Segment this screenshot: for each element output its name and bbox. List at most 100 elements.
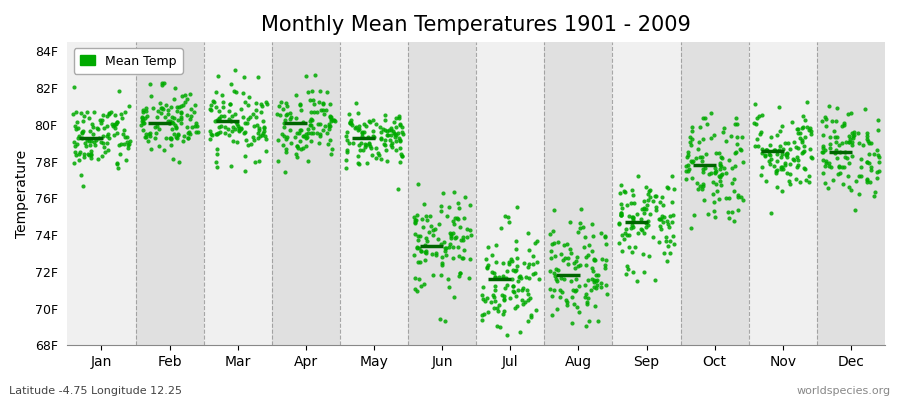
Point [446,244,460,250]
Point [327,117,341,123]
Point [150,108,165,114]
Point [543,286,557,292]
Point [380,158,394,164]
Point [100,122,114,129]
Point [294,126,309,133]
Point [829,147,843,153]
Point [505,258,519,264]
Point [278,146,293,152]
Point [618,226,633,232]
Point [715,172,729,178]
Point [110,161,124,167]
Point [704,169,718,176]
Point [509,255,524,262]
Point [508,268,523,274]
Point [661,218,675,224]
Point [654,213,669,219]
Point [687,212,701,218]
Point [229,89,243,95]
Point [412,245,427,251]
Point [306,124,320,131]
Point [659,234,673,240]
Point [311,98,326,105]
Point [218,130,232,136]
Point [579,262,593,268]
Point [634,226,649,232]
Point [587,277,601,284]
Point [696,166,710,172]
Point [834,140,849,146]
Point [719,195,733,202]
Point [181,135,195,141]
Point [854,156,868,162]
Point [845,130,859,136]
Point [826,177,841,183]
Point [231,124,246,131]
Point [160,107,175,114]
Point [588,257,602,264]
Point [564,320,579,327]
Point [761,158,776,164]
Point [437,248,452,254]
Point [860,130,875,136]
Point [376,126,391,132]
Point [574,205,589,212]
Point [549,266,563,272]
Point [515,297,529,303]
Point [166,96,181,102]
Point [179,112,194,118]
Point [824,118,839,124]
Point [389,132,403,138]
Point [429,250,444,256]
Point [174,103,188,110]
Point [692,154,706,160]
Point [234,126,248,132]
Point [759,152,773,159]
Point [713,160,727,166]
Point [561,255,575,261]
Point [640,202,654,208]
Point [355,132,369,139]
Point [659,238,673,244]
Point [74,172,88,178]
Point [728,163,742,169]
Point [299,131,313,137]
Point [513,273,527,279]
Point [625,225,639,231]
Point [764,210,778,216]
Point [278,100,293,106]
Point [241,94,256,100]
Point [316,100,330,106]
Point [860,178,875,185]
Point [188,102,202,109]
Point [502,261,517,268]
Point [568,264,582,271]
Point [837,122,851,128]
Point [573,224,588,231]
Point [645,198,660,204]
Point [599,282,614,288]
Point [845,134,859,141]
Point [615,232,629,239]
Point [796,164,811,171]
Bar [680,42,749,345]
Point [110,130,124,137]
Point [614,200,628,207]
Point [520,297,535,303]
Point [801,173,815,179]
Point [475,284,490,290]
Point [447,294,462,301]
Point [374,134,388,141]
Point [382,137,397,144]
Point [508,267,523,274]
Point [378,126,392,133]
Point [176,132,191,139]
Point [210,146,224,152]
Point [110,160,124,166]
Point [635,250,650,257]
Point [98,149,112,155]
Point [362,140,376,147]
Point [342,120,356,126]
Point [418,242,432,248]
Point [249,107,264,114]
